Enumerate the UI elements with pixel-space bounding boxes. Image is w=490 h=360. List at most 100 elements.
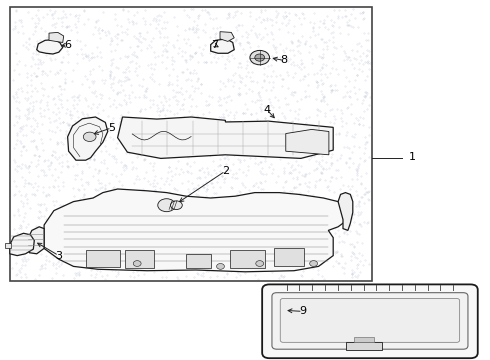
Point <box>140 221 148 226</box>
Point <box>57 15 65 21</box>
Point <box>220 274 228 280</box>
Point <box>350 243 358 248</box>
Point <box>25 105 33 111</box>
Point <box>22 274 30 280</box>
Point <box>79 55 87 60</box>
Point <box>52 117 60 123</box>
Point <box>55 109 63 115</box>
Point <box>269 36 277 42</box>
Point <box>209 17 217 22</box>
Point <box>329 30 337 35</box>
Point <box>240 225 247 231</box>
Point <box>47 7 54 13</box>
Point <box>266 240 273 246</box>
Point <box>33 39 41 44</box>
Point <box>169 42 176 48</box>
Point <box>266 193 273 199</box>
Point <box>57 91 65 97</box>
Point <box>299 201 307 207</box>
Point <box>90 78 98 84</box>
Point <box>291 115 298 121</box>
Point <box>230 55 238 60</box>
Point <box>218 141 226 147</box>
Point <box>115 208 123 214</box>
Point <box>189 27 197 32</box>
Point <box>214 213 221 219</box>
Point <box>342 260 349 266</box>
Point <box>345 93 353 99</box>
Point <box>202 217 210 223</box>
Point <box>129 190 137 196</box>
Point <box>341 265 348 271</box>
Point <box>264 258 272 264</box>
Point <box>322 149 330 155</box>
Point <box>158 119 166 125</box>
Point <box>239 257 247 263</box>
Point <box>26 205 34 211</box>
Point <box>211 132 219 138</box>
Point <box>183 66 191 72</box>
Point <box>234 22 242 28</box>
Point <box>343 105 351 111</box>
Point <box>365 197 373 203</box>
Point <box>239 234 246 239</box>
Point <box>260 193 268 199</box>
Point <box>333 175 341 181</box>
Point <box>254 246 262 251</box>
Point <box>204 238 212 243</box>
Point <box>150 61 158 67</box>
Point <box>188 53 196 59</box>
Point <box>319 126 327 132</box>
Point <box>363 37 370 43</box>
Point <box>156 30 164 36</box>
Point <box>220 140 228 145</box>
Text: 6: 6 <box>64 40 71 50</box>
Point <box>268 161 275 166</box>
Point <box>199 27 207 33</box>
Point <box>346 186 354 192</box>
Point <box>73 161 81 167</box>
Point <box>322 253 330 259</box>
Point <box>340 144 347 150</box>
Point <box>230 265 238 271</box>
Point <box>47 57 54 63</box>
Point <box>324 128 332 134</box>
Point <box>226 109 234 115</box>
Point <box>165 79 172 85</box>
Point <box>33 123 41 129</box>
Point <box>234 204 242 210</box>
Point <box>49 229 56 235</box>
Point <box>357 194 365 200</box>
Point <box>162 95 170 100</box>
Point <box>269 55 277 61</box>
Point <box>245 187 253 193</box>
Circle shape <box>158 199 175 212</box>
Point <box>339 95 347 100</box>
Point <box>253 79 261 85</box>
Point <box>182 59 190 64</box>
Point <box>355 144 363 150</box>
Point <box>255 31 263 37</box>
Point <box>82 98 90 103</box>
Point <box>169 145 176 150</box>
Point <box>101 243 109 248</box>
Point <box>321 113 329 118</box>
Point <box>356 156 364 161</box>
Point <box>106 68 114 74</box>
Point <box>165 140 172 146</box>
Point <box>194 120 202 126</box>
Point <box>18 256 26 262</box>
Point <box>171 264 178 270</box>
Point <box>123 26 131 32</box>
Point <box>106 208 114 214</box>
Point <box>224 78 232 84</box>
Point <box>58 105 66 111</box>
Point <box>50 177 58 183</box>
Point <box>242 253 249 259</box>
Point <box>51 71 59 77</box>
Point <box>321 177 329 183</box>
Point <box>223 94 231 100</box>
Point <box>157 99 165 105</box>
Point <box>252 149 260 155</box>
Point <box>285 230 293 236</box>
